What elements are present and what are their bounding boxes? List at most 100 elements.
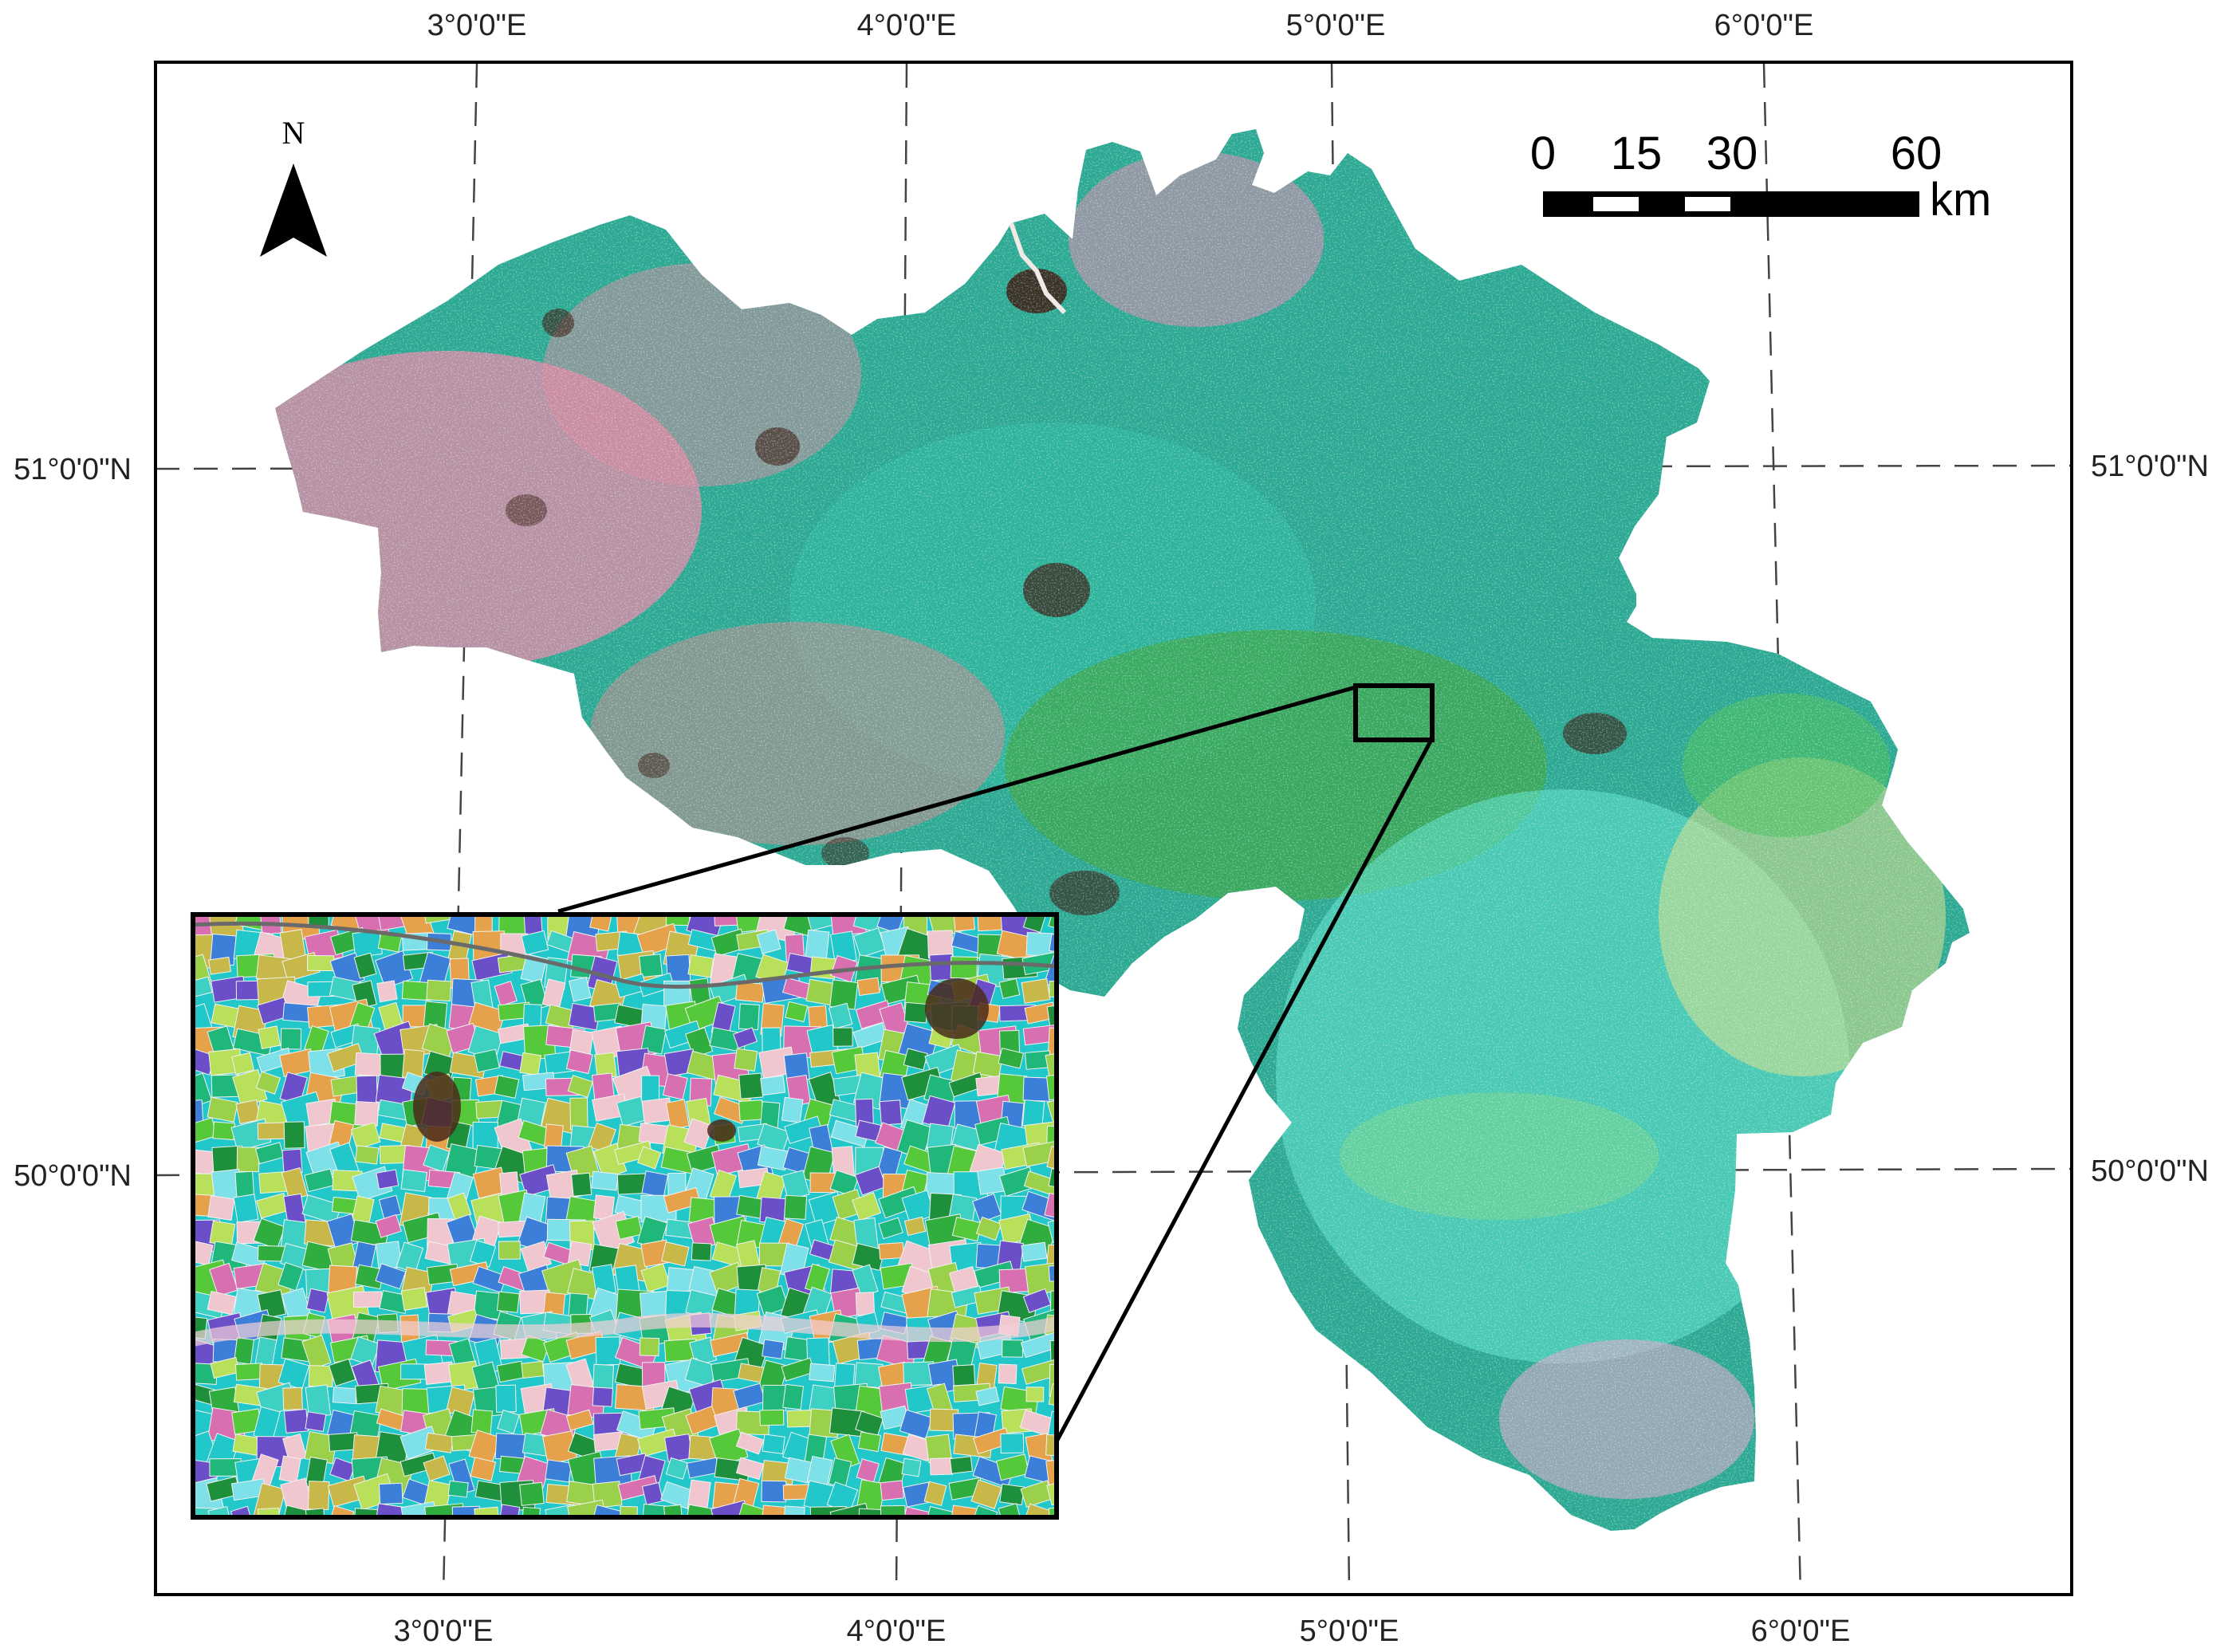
inset-parcel (569, 1097, 588, 1130)
inset-parcel (592, 1386, 613, 1407)
inset-parcel (470, 1457, 497, 1482)
inset-parcel (1021, 978, 1051, 1004)
inset-parcel (975, 1386, 1000, 1406)
inset-parcel (254, 1142, 285, 1165)
inset-parcel (1049, 933, 1057, 957)
connector-line-top (557, 685, 1356, 914)
north-arrow-icon (260, 163, 327, 257)
inset-parcel (494, 1075, 520, 1099)
inset-parcel (952, 1364, 976, 1386)
inset-parcel (784, 1194, 808, 1220)
inset-parcel (591, 1170, 619, 1191)
inset-parcel (494, 1433, 526, 1461)
inset-parcel (738, 1099, 764, 1122)
inset-parcel (497, 1504, 521, 1517)
inset-parcel (234, 1363, 264, 1381)
lon-label-top-4e: 4°0'0"E (857, 9, 957, 42)
scale-unit: km (1930, 174, 1991, 226)
inset-frame (191, 912, 1059, 1520)
inset-parcel (903, 1216, 927, 1237)
inset-parcel (952, 914, 975, 932)
inset-parcel (785, 1001, 809, 1023)
north-arrow: N (260, 115, 327, 257)
inset-parcel (519, 1481, 545, 1506)
inset-parcel (589, 914, 613, 932)
inset-parcel (325, 1504, 355, 1517)
inset-parcel (400, 1169, 428, 1193)
inset-parcel (426, 979, 452, 1002)
inset-map (191, 912, 1059, 1520)
inset-parcel (494, 981, 518, 1007)
inset-parcel (641, 1170, 669, 1198)
inset-parcel (305, 1411, 327, 1432)
inset-parcel (735, 981, 765, 1003)
inset-parcel (735, 1431, 765, 1455)
north-arrow-label: N (282, 115, 305, 151)
inset-parcel (1047, 1217, 1057, 1244)
inset-parcel (1022, 1288, 1052, 1313)
inset-parcel (998, 1363, 1018, 1385)
inset-parcel (738, 1003, 760, 1031)
inset-valley (193, 1312, 1057, 1347)
inset-parcel (640, 1263, 671, 1293)
inset-parcel (304, 1168, 335, 1193)
inset-parcel (305, 1288, 330, 1313)
inset-parcel (353, 952, 377, 979)
inset-parcel (970, 1479, 1002, 1509)
inset-parcel (1021, 1241, 1048, 1262)
inset-parcel (208, 956, 232, 975)
inset-parcel (232, 1434, 262, 1457)
inset-urban (413, 978, 989, 1142)
inset-parcel (856, 1458, 880, 1483)
inset-parcel (855, 1292, 876, 1316)
inset-parcel (641, 1481, 663, 1505)
inset-parcel (545, 1459, 573, 1483)
inset-parcel (854, 1166, 887, 1196)
inset-parcel (971, 1193, 1002, 1223)
inset-parcel (975, 1216, 1002, 1241)
inset-parcel (854, 1362, 884, 1389)
inset-parcel (1025, 1386, 1045, 1402)
inset-parcel (307, 1481, 330, 1511)
inset-parcel (1046, 1410, 1057, 1448)
inset-parcel (663, 1433, 694, 1463)
inset-parcel (762, 1384, 787, 1411)
lon-label-bottom-5e: 5°0'0"E (1300, 1615, 1399, 1648)
inset-parcel (972, 1051, 1003, 1078)
inset-parcel (784, 1115, 824, 1145)
inset-parcel (376, 1169, 400, 1190)
zoom-indicator (557, 683, 1435, 1443)
inset-parcel (735, 1457, 765, 1481)
inset-parcel (756, 929, 781, 955)
inset-parcel (759, 1409, 785, 1426)
inset-parcel (193, 1148, 216, 1175)
inset-parcels (193, 914, 1057, 1517)
inset-parcel (307, 954, 335, 972)
inset-parcel (423, 1144, 451, 1173)
inset-parcel (350, 1122, 381, 1150)
inset-parcel (1046, 1146, 1057, 1177)
scale-tick-60: 60 (1891, 128, 1942, 179)
inset-parcel (521, 930, 549, 956)
inset-parcel (253, 1217, 286, 1250)
scale-bar: 0 15 30 60 km (1530, 128, 1991, 226)
lat-label-left-51n: 51°0'0"N (14, 453, 132, 486)
inset-parcel (280, 1028, 302, 1050)
inset-parcel (209, 1262, 238, 1297)
lat-label-right-50n: 50°0'0"N (2091, 1154, 2209, 1188)
inset-parcel (1048, 1265, 1057, 1282)
inset-parcel (495, 1384, 517, 1413)
inset-parcel (809, 1363, 836, 1383)
inset-parcel (1045, 1457, 1057, 1493)
inset-parcel (231, 1052, 255, 1076)
inset-parcel (929, 953, 955, 981)
inset-parcel (282, 1386, 303, 1410)
inset-parcel (496, 1291, 520, 1313)
inset-parcel (691, 1242, 712, 1261)
inset-parcel (519, 1052, 542, 1076)
inset-parcel (400, 1287, 428, 1311)
inset-parcel (567, 1075, 593, 1099)
inset-parcel (258, 1025, 281, 1050)
inset-parcel (661, 1241, 690, 1267)
inset-parcel (278, 1261, 304, 1292)
